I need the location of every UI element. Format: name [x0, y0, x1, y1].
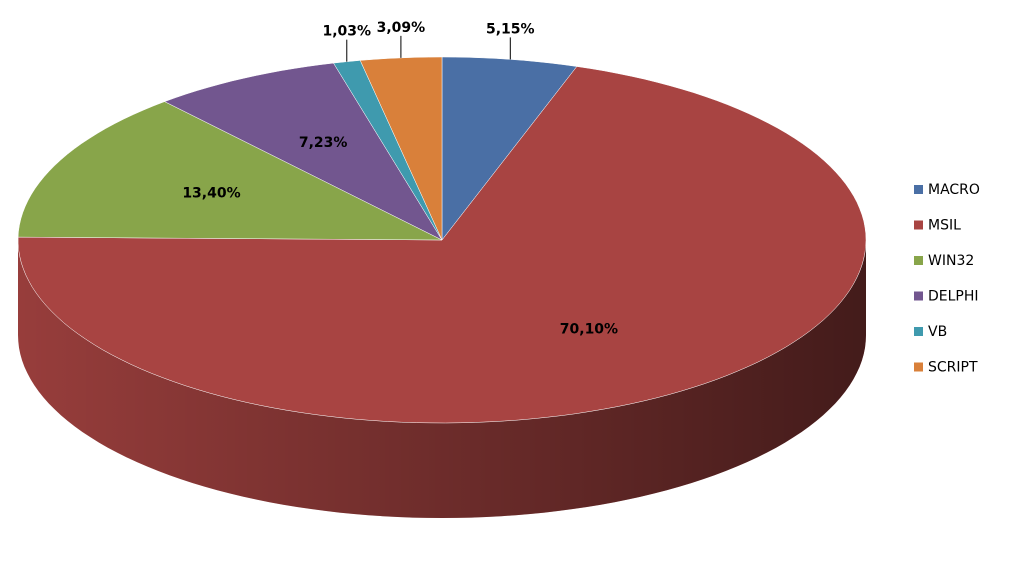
slice — [17, 101, 443, 241]
legend-swatch — [914, 220, 923, 230]
slice — [359, 56, 443, 241]
legend-label: VB — [928, 324, 947, 340]
legend-swatch — [914, 327, 923, 336]
slice — [17, 66, 867, 424]
legend-swatch — [914, 362, 923, 372]
slice — [163, 62, 443, 241]
side-shade — [18, 240, 866, 518]
data-label: 5,15% — [486, 21, 535, 37]
legend-label: WIN32 — [928, 253, 974, 269]
data-label: 7,23% — [299, 135, 348, 151]
legend-label: SCRIPT — [928, 360, 978, 376]
data-label: 70,10% — [560, 322, 618, 338]
data-label: 1,03% — [322, 24, 371, 40]
legend-label: MSIL — [928, 218, 961, 234]
legend-swatch — [914, 256, 923, 265]
legend-label: DELPHI — [928, 289, 979, 305]
legend-swatch — [914, 185, 923, 194]
slice — [441, 56, 578, 241]
legend-label: MACRO — [928, 182, 980, 198]
legend-swatch — [914, 291, 923, 301]
data-label: 3,09% — [377, 20, 426, 36]
data-label: 13,40% — [182, 186, 240, 202]
